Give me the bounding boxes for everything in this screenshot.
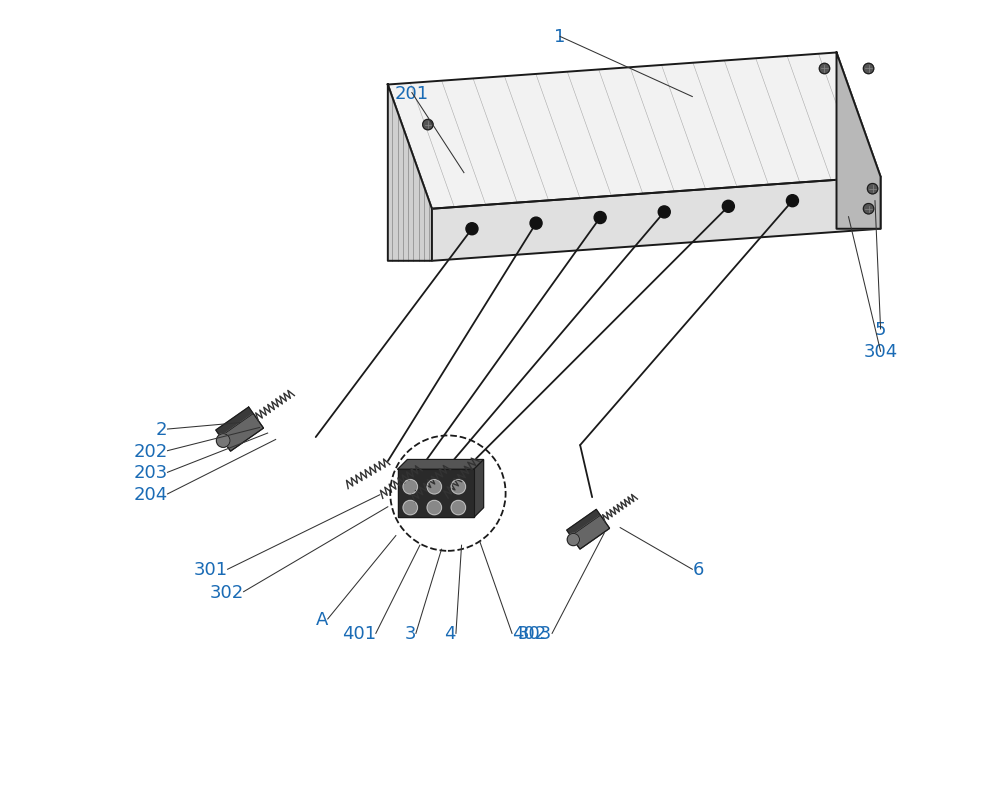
Circle shape [403,501,417,516]
Circle shape [594,212,606,224]
Circle shape [658,206,670,218]
Text: 4: 4 [444,625,456,642]
Text: 3: 3 [404,625,416,642]
Circle shape [216,434,230,448]
Text: 204: 204 [133,485,167,503]
Text: 2: 2 [156,421,167,438]
Circle shape [567,534,579,546]
Text: 6: 6 [692,560,704,578]
Text: 201: 201 [395,84,429,103]
Circle shape [451,480,466,495]
Circle shape [786,195,798,207]
Circle shape [867,184,878,194]
Polygon shape [388,85,432,262]
Circle shape [863,64,874,75]
Circle shape [722,201,734,213]
Polygon shape [432,177,881,262]
Circle shape [403,480,417,495]
Polygon shape [398,470,474,517]
Circle shape [427,480,442,495]
Circle shape [423,120,433,131]
Polygon shape [474,460,484,517]
Circle shape [466,223,478,235]
Text: 402: 402 [512,625,546,642]
Circle shape [863,204,874,214]
Polygon shape [567,510,610,549]
Circle shape [530,218,542,230]
Polygon shape [216,408,263,451]
Text: 303: 303 [518,625,552,642]
Circle shape [427,501,442,516]
Polygon shape [220,414,263,451]
Text: 5: 5 [875,320,886,339]
Text: 301: 301 [193,560,228,578]
Text: 302: 302 [209,583,244,601]
Text: 203: 203 [133,463,167,482]
Text: 1: 1 [554,28,566,47]
Circle shape [819,64,830,75]
Text: A: A [315,610,328,628]
Polygon shape [571,516,610,549]
Text: 202: 202 [133,442,167,460]
Polygon shape [398,460,484,470]
Polygon shape [388,54,881,210]
Text: 401: 401 [342,625,376,642]
Polygon shape [837,54,881,230]
Text: 304: 304 [863,343,898,361]
Circle shape [451,501,466,516]
